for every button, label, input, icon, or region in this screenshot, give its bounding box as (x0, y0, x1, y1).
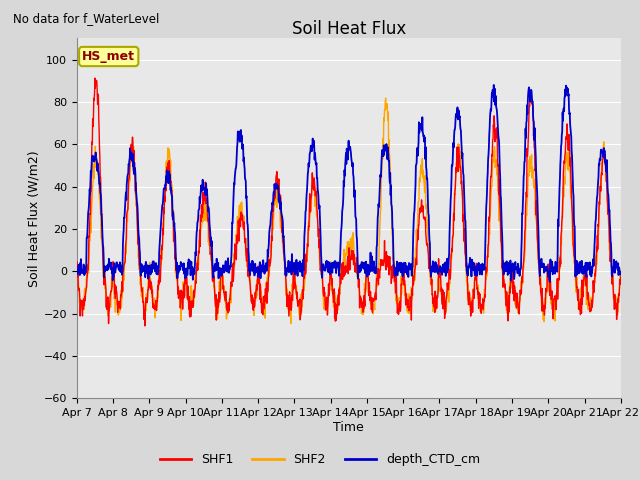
SHF1 (617, 274, 625, 279)
SHF2 (382, 95, 390, 101)
Line: SHF2: SHF2 (77, 98, 621, 324)
SHF1 (141, 323, 148, 329)
Text: No data for f_WaterLevel: No data for f_WaterLevel (13, 12, 159, 25)
depth_CTD_cm (73, 270, 81, 276)
SHF1 (91, 75, 99, 81)
SHF2 (617, 276, 625, 281)
SHF1 (182, 268, 189, 274)
X-axis label: Time: Time (333, 421, 364, 434)
SHF2 (73, 279, 81, 285)
SHF2 (505, 289, 513, 295)
SHF2 (194, 255, 202, 261)
Text: HS_met: HS_met (82, 50, 135, 63)
SHF1 (255, 275, 263, 281)
depth_CTD_cm (553, 266, 561, 272)
Legend: SHF1, SHF2, depth_CTD_cm: SHF1, SHF2, depth_CTD_cm (155, 448, 485, 471)
Line: depth_CTD_cm: depth_CTD_cm (77, 85, 621, 282)
SHF2 (553, 294, 561, 300)
depth_CTD_cm (617, 269, 625, 275)
SHF1 (73, 269, 81, 275)
Y-axis label: Soil Heat Flux (W/m2): Soil Heat Flux (W/m2) (28, 150, 41, 287)
SHF1 (434, 293, 442, 299)
SHF1 (505, 293, 513, 299)
depth_CTD_cm (505, 267, 513, 273)
SHF2 (434, 290, 442, 296)
depth_CTD_cm (433, 263, 441, 268)
SHF1 (553, 291, 561, 297)
SHF2 (180, 287, 188, 292)
depth_CTD_cm (490, 82, 498, 88)
SHF2 (255, 281, 262, 287)
depth_CTD_cm (546, 279, 554, 285)
depth_CTD_cm (194, 219, 202, 225)
Line: SHF1: SHF1 (77, 78, 621, 326)
SHF1 (195, 248, 202, 254)
SHF2 (287, 321, 294, 326)
depth_CTD_cm (255, 272, 262, 277)
Title: Soil Heat Flux: Soil Heat Flux (292, 20, 406, 38)
depth_CTD_cm (180, 266, 188, 272)
